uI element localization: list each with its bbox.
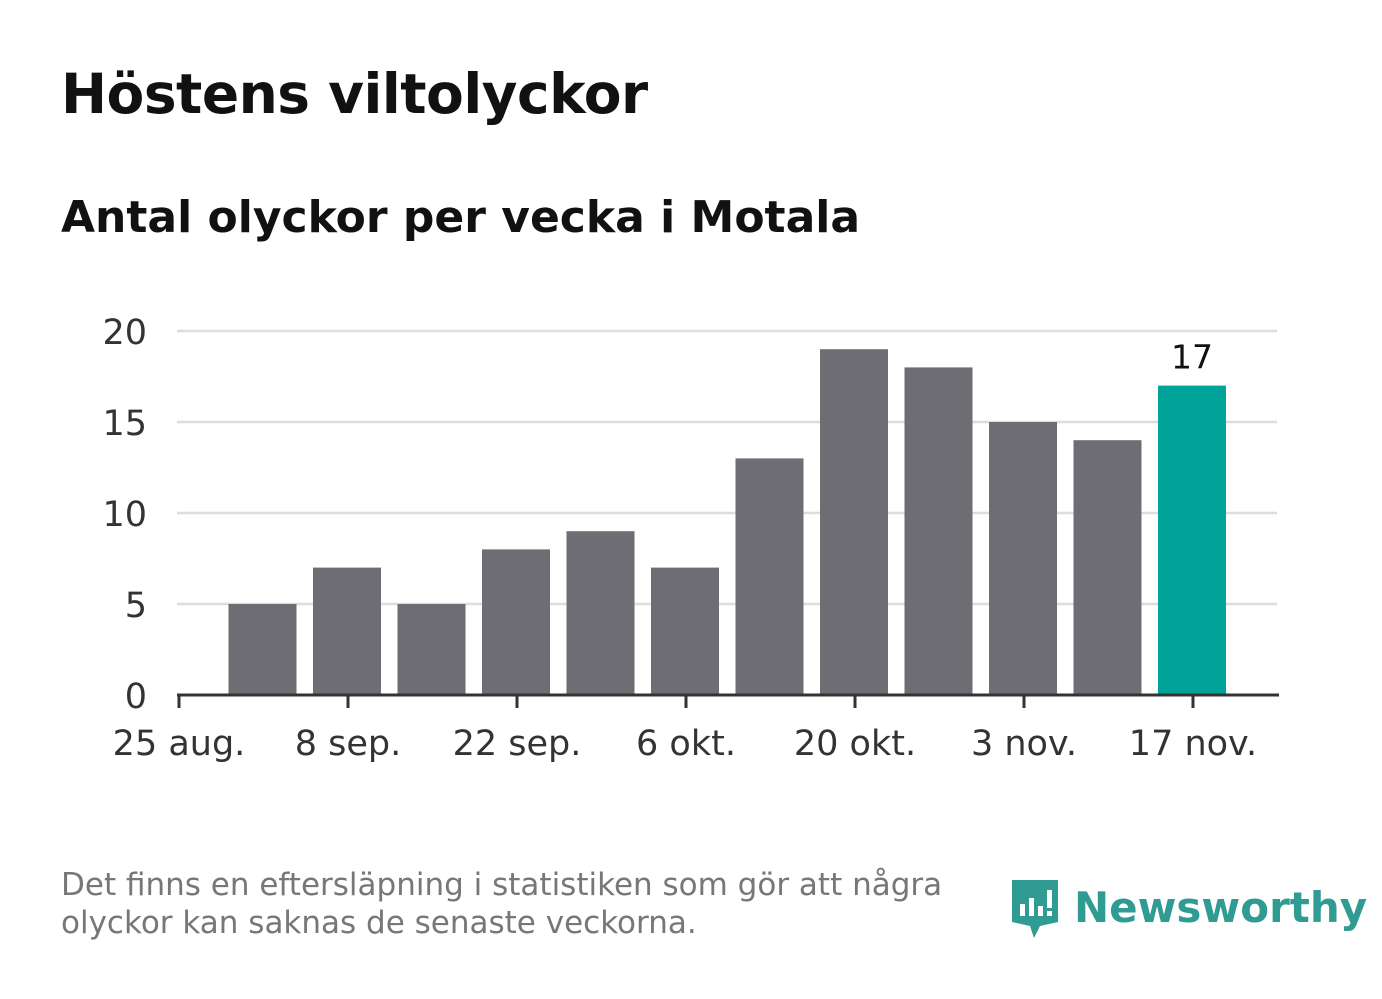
newsworthy-logo-icon: [1012, 880, 1058, 938]
logo-text: Newsworthy: [1074, 882, 1368, 932]
bar: [1158, 385, 1226, 695]
x-tick-label: 3 nov.: [971, 724, 1077, 764]
x-tick-label: 8 sep.: [295, 724, 402, 764]
bar: [651, 567, 719, 695]
x-tick-label: 25 aug.: [113, 724, 246, 764]
x-tick-label: 6 okt.: [636, 724, 736, 764]
data-label: 17: [1171, 338, 1213, 377]
y-tick-label: 20: [102, 313, 147, 353]
chart-subtitle: Antal olyckor per vecka i Motala: [61, 192, 861, 243]
bar: [735, 458, 804, 695]
newsworthy-logo: Newsworthy: [1010, 876, 1367, 938]
y-tick-label: 0: [125, 677, 147, 717]
bar: [313, 567, 381, 695]
y-tick-label: 5: [125, 586, 147, 626]
bar: [989, 422, 1057, 695]
footnote: Det finns en eftersläpning i statistiken…: [61, 867, 943, 941]
x-tick-label: 20 okt.: [794, 724, 916, 764]
x-tick-label: 17 nov.: [1129, 724, 1257, 764]
bar: [482, 549, 550, 695]
x-tick-label: 22 sep.: [453, 724, 582, 764]
bar: [904, 367, 973, 695]
y-tick-label: 15: [102, 404, 147, 444]
bar: [228, 604, 297, 695]
bar: [566, 531, 635, 695]
bar: [1073, 440, 1142, 695]
bar: [397, 604, 466, 695]
y-tick-label: 10: [102, 495, 147, 535]
bar: [820, 349, 888, 695]
chart-title: Höstens viltolyckor: [61, 62, 648, 126]
